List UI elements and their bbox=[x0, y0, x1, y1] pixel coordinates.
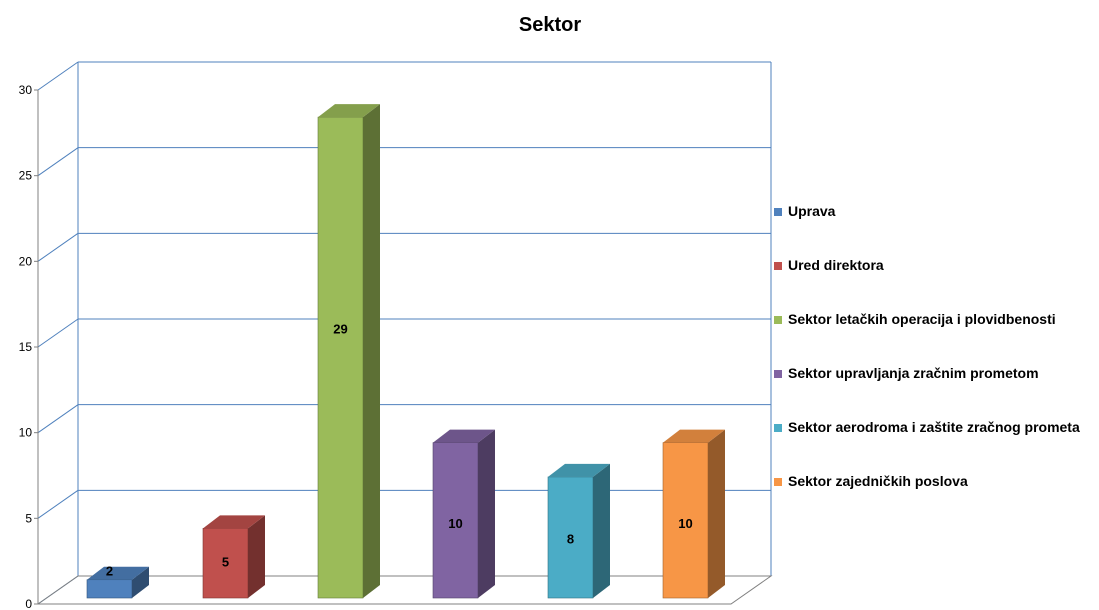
y-tick-label: 25 bbox=[19, 169, 33, 183]
data-label: 5 bbox=[222, 555, 229, 570]
bar-side bbox=[708, 429, 725, 598]
bar-top bbox=[318, 104, 380, 118]
legend-item: Sektor upravljanja zračnim prometom bbox=[774, 365, 1080, 419]
gridline-side bbox=[37, 489, 79, 519]
gridline-side bbox=[37, 61, 79, 91]
data-label: 10 bbox=[448, 516, 462, 531]
y-tick-label: 20 bbox=[19, 254, 33, 268]
legend-swatch bbox=[774, 208, 782, 216]
bar-side bbox=[593, 463, 610, 598]
gridline-side bbox=[37, 318, 79, 348]
bar-front bbox=[547, 476, 594, 599]
legend-label: Sektor letačkih operacija i plovidbenost… bbox=[788, 311, 1056, 327]
bar-front bbox=[202, 528, 249, 599]
legend-swatch bbox=[774, 262, 782, 270]
legend-item: Sektor zajedničkih poslova bbox=[774, 473, 1080, 527]
legend-label: Sektor upravljanja zračnim prometom bbox=[788, 365, 1039, 381]
legend-item: Uprava bbox=[774, 203, 1080, 257]
legend-item: Sektor letačkih operacija i plovidbenost… bbox=[774, 311, 1080, 365]
bar-front bbox=[86, 579, 133, 599]
legend-label: Sektor zajedničkih poslova bbox=[788, 473, 968, 489]
y-tick-label: 15 bbox=[19, 340, 33, 354]
bar-front bbox=[317, 116, 364, 599]
bar-side bbox=[132, 566, 149, 598]
bar-side bbox=[478, 429, 495, 598]
bar-top bbox=[548, 463, 610, 477]
legend-swatch bbox=[774, 316, 782, 324]
legend-label: Sektor aerodroma i zaštite zračnog prome… bbox=[788, 419, 1080, 435]
gridline-side bbox=[37, 404, 79, 434]
gridline-side bbox=[37, 147, 79, 177]
legend: Uprava Ured direktora Sektor letačkih oper… bbox=[774, 203, 1080, 527]
data-label: 2 bbox=[106, 564, 113, 579]
y-tick-label: 10 bbox=[19, 426, 33, 440]
bar-front bbox=[662, 442, 709, 599]
legend-swatch bbox=[774, 370, 782, 378]
legend-item: Sektor aerodroma i zaštite zračnog prome… bbox=[774, 419, 1080, 473]
floor bbox=[36, 575, 773, 605]
y-tick-label: 5 bbox=[25, 511, 32, 525]
legend-item: Ured direktora bbox=[774, 257, 1080, 311]
bar-top bbox=[203, 515, 265, 529]
bar-top bbox=[87, 566, 149, 580]
bar-side bbox=[363, 104, 380, 598]
data-label: 10 bbox=[678, 516, 692, 531]
legend-swatch bbox=[774, 478, 782, 486]
bar-top bbox=[663, 429, 725, 443]
y-tick-label: 30 bbox=[19, 83, 33, 97]
gridline-side bbox=[37, 232, 79, 262]
data-label: 29 bbox=[333, 322, 347, 337]
y-tick-label: 0 bbox=[25, 597, 32, 610]
legend-label: Ured direktora bbox=[788, 257, 884, 273]
legend-swatch bbox=[774, 424, 782, 432]
chart-title: Sektor bbox=[518, 14, 582, 36]
legend-label: Uprava bbox=[788, 203, 836, 219]
bar-side bbox=[248, 515, 265, 598]
bar-front bbox=[432, 442, 479, 599]
bar-top bbox=[433, 429, 495, 443]
data-label: 8 bbox=[567, 532, 574, 547]
